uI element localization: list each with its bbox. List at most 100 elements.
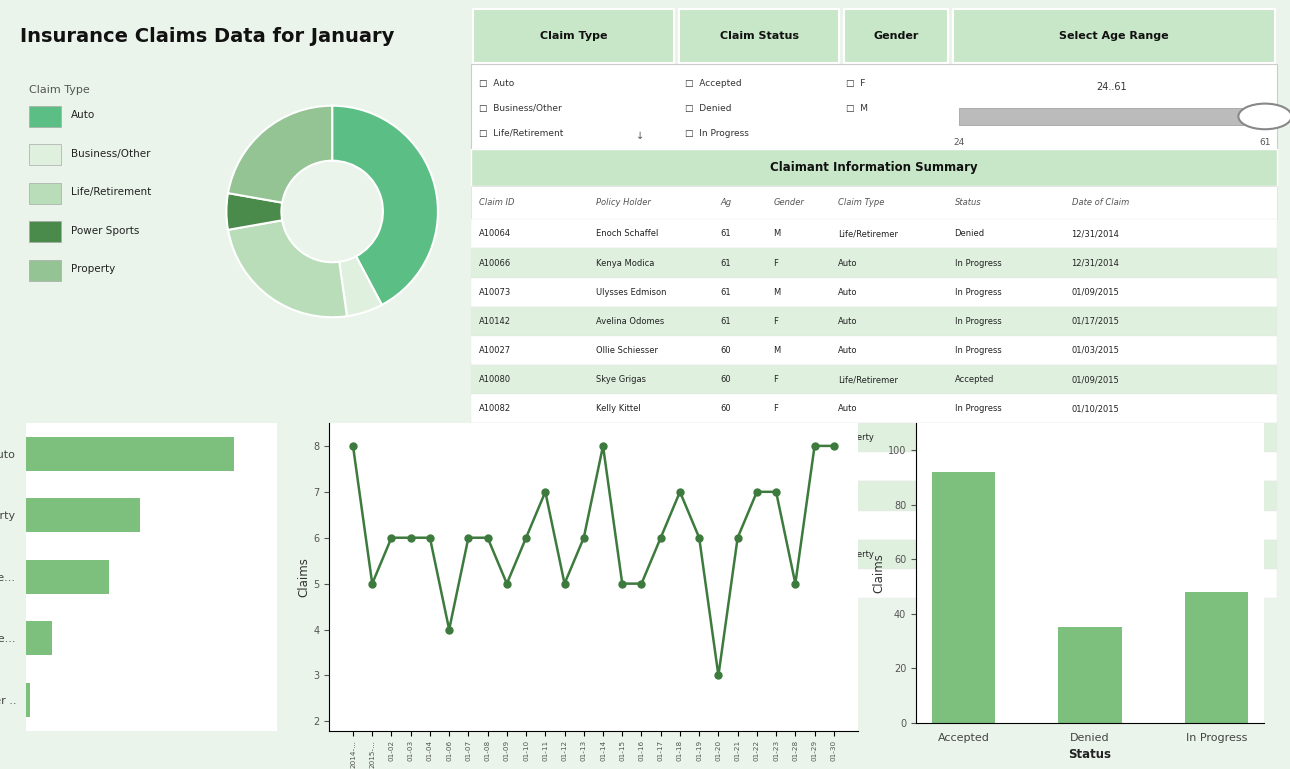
Text: Claim Type: Claim Type <box>541 31 608 41</box>
Text: Business/Other: Business/Other <box>71 148 150 159</box>
FancyBboxPatch shape <box>953 9 1275 63</box>
Text: A10184: A10184 <box>479 550 511 559</box>
FancyBboxPatch shape <box>471 307 1277 336</box>
FancyBboxPatch shape <box>844 9 948 63</box>
FancyBboxPatch shape <box>471 423 1277 452</box>
Text: 61: 61 <box>721 288 731 297</box>
Text: 12/31/2014: 12/31/2014 <box>1072 258 1120 268</box>
Bar <box>1186 592 1249 723</box>
FancyBboxPatch shape <box>471 511 1277 540</box>
FancyBboxPatch shape <box>30 182 62 204</box>
FancyBboxPatch shape <box>471 336 1277 365</box>
Text: □  F: □ F <box>846 79 866 88</box>
Text: Ollie Schiesser: Ollie Schiesser <box>596 346 658 355</box>
Text: 61: 61 <box>721 258 731 268</box>
Text: Power Sports: Power Sports <box>71 225 139 236</box>
Text: Enoch Schaffel: Enoch Schaffel <box>596 229 658 238</box>
Text: 60: 60 <box>721 404 731 413</box>
Text: 01/09/2015: 01/09/2015 <box>1072 375 1120 384</box>
Text: In Progress: In Progress <box>955 317 1001 326</box>
FancyBboxPatch shape <box>471 186 1277 219</box>
FancyBboxPatch shape <box>30 260 62 281</box>
Text: In Progress: In Progress <box>955 258 1001 268</box>
Circle shape <box>1238 104 1290 129</box>
Text: 60: 60 <box>721 462 731 471</box>
X-axis label: Status: Status <box>1068 748 1112 761</box>
Text: In Progress: In Progress <box>955 550 1001 559</box>
Text: □  Business/Other: □ Business/Other <box>479 104 561 113</box>
FancyBboxPatch shape <box>471 278 1277 307</box>
Text: □  M: □ M <box>846 104 868 113</box>
Text: M: M <box>773 550 780 559</box>
Bar <box>26 498 139 532</box>
Text: ↓: ↓ <box>636 131 644 141</box>
Text: In Progress: In Progress <box>955 346 1001 355</box>
Text: 01/10/2015: 01/10/2015 <box>1072 404 1120 413</box>
Text: Property: Property <box>837 433 873 442</box>
Text: Accepted: Accepted <box>955 491 995 501</box>
FancyBboxPatch shape <box>471 365 1277 394</box>
FancyBboxPatch shape <box>679 9 840 63</box>
Text: 60: 60 <box>721 433 731 442</box>
Text: Skye Grigas: Skye Grigas <box>596 375 646 384</box>
Text: Auto: Auto <box>837 288 857 297</box>
Text: 01/28/2015: 01/28/2015 <box>1072 579 1120 588</box>
Text: □  Accepted: □ Accepted <box>685 79 742 88</box>
Text: A10146: A10146 <box>479 462 511 471</box>
Text: 61: 61 <box>721 317 731 326</box>
Text: Property: Property <box>71 264 115 275</box>
Bar <box>26 560 108 594</box>
Text: Auto: Auto <box>837 521 857 530</box>
Y-axis label: Claims: Claims <box>872 553 885 593</box>
Text: 60: 60 <box>721 346 731 355</box>
Text: F: F <box>773 404 778 413</box>
Text: Life/Retiremer: Life/Retiremer <box>837 375 898 384</box>
Text: □  Life/Retirement: □ Life/Retirement <box>479 129 564 138</box>
Text: A10142: A10142 <box>479 317 511 326</box>
Text: M: M <box>773 288 780 297</box>
Text: M: M <box>773 346 780 355</box>
Text: A10027: A10027 <box>479 346 511 355</box>
Text: Claimant Information Summary: Claimant Information Summary <box>770 161 978 175</box>
Text: Status: Status <box>955 198 982 208</box>
FancyBboxPatch shape <box>471 394 1277 423</box>
Text: 01/03/2015: 01/03/2015 <box>1072 346 1120 355</box>
Text: Auto: Auto <box>71 110 94 121</box>
Text: In Progress: In Progress <box>955 404 1001 413</box>
Bar <box>26 621 52 655</box>
Bar <box>26 437 233 471</box>
FancyBboxPatch shape <box>958 108 1265 125</box>
Y-axis label: Claims: Claims <box>297 557 310 597</box>
Text: Gender: Gender <box>773 198 804 208</box>
Wedge shape <box>228 105 333 203</box>
Text: Property: Property <box>837 550 873 559</box>
Text: F: F <box>773 521 778 530</box>
FancyBboxPatch shape <box>471 569 1277 598</box>
Text: Auto: Auto <box>837 258 857 268</box>
Text: A10082: A10082 <box>479 404 511 413</box>
Text: A10066: A10066 <box>479 258 511 268</box>
Text: Dorthea Mawhinne: Dorthea Mawhinne <box>596 433 676 442</box>
Text: F: F <box>773 375 778 384</box>
Text: F: F <box>773 491 778 501</box>
Text: Kelly Kittel: Kelly Kittel <box>596 404 641 413</box>
Text: Leslee Lopata: Leslee Lopata <box>596 491 654 501</box>
FancyBboxPatch shape <box>30 221 62 242</box>
Text: Accepted: Accepted <box>955 375 995 384</box>
Text: Gender: Gender <box>873 31 918 41</box>
Wedge shape <box>228 220 347 318</box>
Text: Ag: Ag <box>721 198 731 208</box>
Text: Policy Holder: Policy Holder <box>596 198 650 208</box>
FancyBboxPatch shape <box>30 105 62 127</box>
Text: In Progress: In Progress <box>955 579 1001 588</box>
Text: Joline Parda: Joline Parda <box>596 579 645 588</box>
Text: A10073: A10073 <box>479 288 511 297</box>
Text: Claim Type: Claim Type <box>837 198 884 208</box>
Text: Avelina Odomes: Avelina Odomes <box>596 317 664 326</box>
Text: A10177: A10177 <box>479 521 511 530</box>
Bar <box>1058 628 1122 723</box>
FancyBboxPatch shape <box>30 145 62 165</box>
Text: Auto: Auto <box>837 346 857 355</box>
Text: □  Auto: □ Auto <box>479 79 515 88</box>
Text: □  In Progress: □ In Progress <box>685 129 748 138</box>
